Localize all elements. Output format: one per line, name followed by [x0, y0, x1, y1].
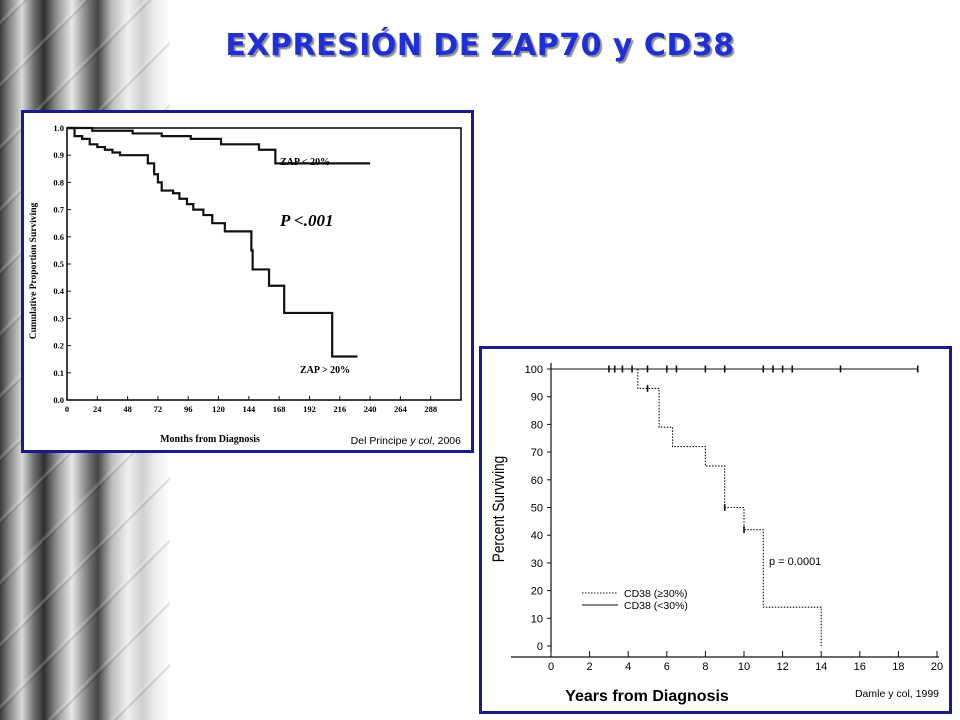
- zap70-plot-border: [66, 127, 462, 401]
- cd38-y-tick-label: 70: [531, 447, 543, 459]
- zap70-y-tick-label: 0.4: [53, 286, 64, 296]
- cd38-chart: 0 2 4 6 8 10 12 14 16 18 200102030405060708090100 …: [490, 363, 943, 705]
- cd38-y-tick-label: 10: [531, 613, 543, 625]
- zap70-p-value: P <.001: [279, 211, 333, 230]
- zap70-x-tick-label: 96: [184, 404, 193, 414]
- zap70-x-tick-label: 24: [93, 404, 102, 414]
- cd38-y-tick-label: 100: [525, 364, 543, 376]
- cd38-x-tick-label: 6: [664, 661, 670, 673]
- zap70-citation-etal: y col: [409, 435, 432, 447]
- zap70-citation-author: Del Principe: [351, 435, 408, 447]
- zap70-x-axis-label: Months from Diagnosis: [160, 434, 260, 445]
- zap70-series-low: [67, 126, 371, 165]
- cd38-legend-low: CD38 (<30%): [624, 600, 688, 612]
- cd38-y-tick-label: 20: [531, 586, 543, 598]
- cd38-y-tick-label: 40: [531, 530, 543, 542]
- cd38-y-axis-label: Percent Surviving: [490, 456, 509, 562]
- zap70-x-tick-label: 288: [424, 404, 437, 414]
- cd38-x-tick-label: 10: [738, 661, 750, 673]
- cd38-y-tick-label: 50: [531, 503, 543, 515]
- zap70-y-tick-label: 0.2: [53, 341, 64, 351]
- zap70-y-tick-label: 0.7: [53, 205, 64, 215]
- zap70-y-tick-label: 0.8: [53, 177, 64, 187]
- zap70-chart-frame: 0 24 48 72 96 120 144 168 192 216 240 264 288 0.0 0.1 0…: [21, 110, 474, 453]
- zap70-y-tick-label: 0.3: [53, 313, 64, 323]
- cd38-x-tick-label: 18: [892, 661, 904, 673]
- cd38-x-tick-label: 12: [776, 661, 788, 673]
- zap70-x-tick-label: 168: [273, 404, 286, 414]
- cd38-p-value: p = 0.0001: [769, 556, 821, 568]
- zap70-x-tick-label: 0: [65, 404, 69, 414]
- zap70-x-tick-label: 216: [333, 404, 346, 414]
- cd38-legend-high: CD38 (≥30%): [624, 588, 688, 600]
- zap70-x-tick-label: 264: [394, 404, 408, 414]
- cd38-y-tick-label: 80: [531, 419, 543, 431]
- zap70-citation-year: , 2006: [432, 435, 461, 447]
- cd38-y-tick-label: 30: [531, 558, 543, 570]
- cd38-x-tick-label: 4: [625, 661, 631, 673]
- zap70-y-tick-label: 0.5: [53, 259, 64, 269]
- cd38-x-tick-label: 8: [702, 661, 708, 673]
- cd38-series-high: [551, 368, 822, 646]
- slide-title: EXPRESIÓN DE ZAP70 y CD38: [225, 28, 735, 63]
- cd38-y-tick-label: 0: [537, 641, 543, 653]
- zap70-x-tick-label: 48: [123, 404, 132, 414]
- cd38-x-tick-label: 16: [854, 661, 866, 673]
- zap70-y-axis-label: Cumulative Proportion Surviving: [29, 202, 39, 339]
- zap70-x-tick-label: 192: [303, 404, 316, 414]
- zap70-y-tick-label: 0.1: [53, 368, 64, 378]
- zap70-chart: 0 24 48 72 96 120 144 168 192 216 240 264 288 0.0 0.1 0…: [29, 123, 462, 447]
- cd38-x-tick-label: 2: [587, 661, 593, 673]
- cd38-y-tick-label: 90: [531, 392, 543, 404]
- zap70-x-tick-label: 144: [242, 404, 256, 414]
- zap70-y-tick-label: 0.0: [53, 395, 64, 405]
- zap70-series-high: [67, 126, 358, 358]
- zap70-legend-low: ZAP < 20%: [280, 157, 330, 168]
- zap70-y-tick-label: 0.9: [53, 150, 64, 160]
- zap70-legend-high: ZAP > 20%: [300, 365, 350, 376]
- cd38-x-tick-label: 0: [548, 661, 554, 673]
- zap70-y-tick-label: 1.0: [53, 123, 64, 133]
- cd38-x-axis-label: Years from Diagnosis: [565, 688, 729, 705]
- cd38-citation: Damle y col, 1999: [855, 688, 939, 700]
- zap70-y-tick-label: 0.6: [53, 232, 64, 242]
- cd38-x-tick-label: 20: [931, 661, 943, 673]
- zap70-x-tick-label: 120: [212, 404, 225, 414]
- zap70-x-tick-label: 240: [364, 404, 377, 414]
- cd38-chart-frame: 0 2 4 6 8 10 12 14 16 18 20 0 10 20 30 40 50 60 70 80 90 100 …: [479, 346, 952, 714]
- zap70-citation: Del Principe y col, 2006: [351, 435, 461, 447]
- cd38-y-tick-label: 60: [531, 475, 543, 487]
- zap70-x-tick-label: 72: [154, 404, 163, 414]
- cd38-x-tick-label: 14: [815, 661, 827, 673]
